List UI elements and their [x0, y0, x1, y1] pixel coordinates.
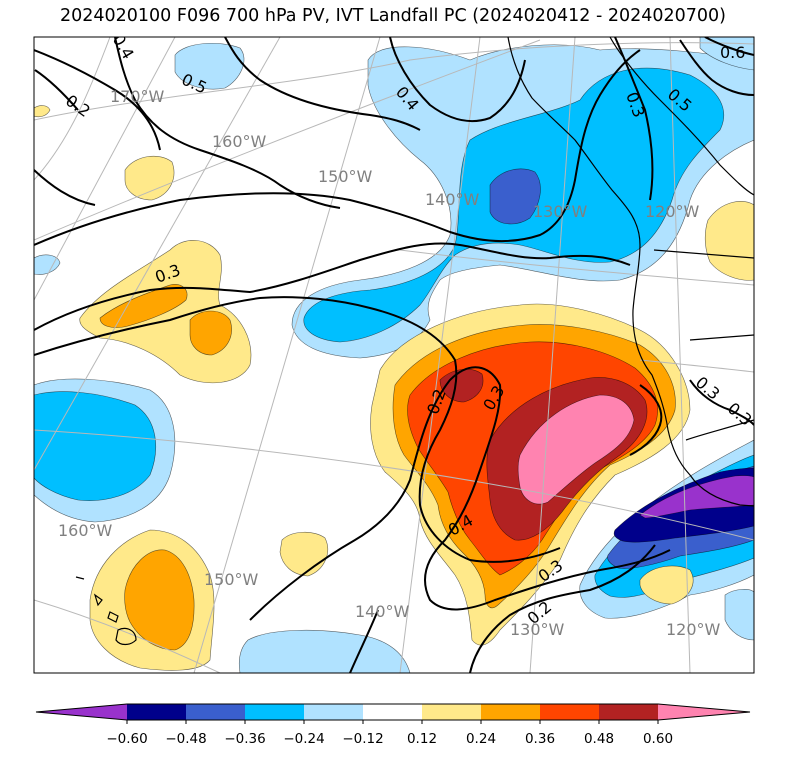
pc-negative-region-southeast-e	[639, 475, 754, 519]
graticule-label: 150°W	[204, 570, 259, 589]
pc-negative-region-north-inner	[489, 168, 541, 225]
pv-contour	[34, 169, 96, 206]
colorbar-tick-label: −0.48	[165, 731, 206, 747]
pc-negative-patch-top	[174, 43, 245, 90]
pc-positive-patch-northwest	[124, 155, 175, 201]
colorbar-tick-label: 0.60	[643, 731, 673, 747]
graticule-label: 120°W	[666, 620, 721, 639]
graticule	[34, 37, 754, 673]
graticule-label: 160°W	[58, 521, 113, 540]
pv-contour	[389, 37, 526, 123]
pv-contour	[679, 39, 754, 96]
colorbar-tick-label: 0.12	[407, 731, 437, 747]
colorbar-tick-label: −0.12	[342, 731, 383, 747]
pv-contour	[34, 69, 79, 111]
colorbar: −0.60 −0.48 −0.36 −0.24 −0.12 0.12 0.24 …	[35, 703, 751, 747]
pv-contour	[629, 384, 663, 456]
pv-contour	[114, 37, 341, 209]
pc-positive-region-main-e	[517, 394, 635, 505]
colorbar-segment	[245, 704, 304, 720]
colorbar-segment	[363, 704, 422, 720]
colorbar-extend-left	[36, 704, 127, 720]
colorbar-segment	[304, 704, 363, 720]
colorbar-tick-label: 0.36	[525, 731, 555, 747]
pc-positive-patch-canada	[704, 201, 754, 281]
pv-contour	[704, 37, 754, 56]
colorbar-segment	[422, 704, 481, 720]
pv-contour	[34, 49, 641, 246]
graticule-label: 160°W	[212, 132, 267, 151]
pv-contour	[689, 379, 754, 426]
pv-contour	[349, 609, 379, 673]
colorbar-tick-label: 0.48	[584, 731, 614, 747]
pv-contours	[34, 37, 754, 673]
figure-title: 2024020100 F096 700 hPa PV, IVT Landfall…	[59, 6, 727, 26]
pc-negative-patch-bottom	[238, 629, 411, 673]
colorbar-tick-label: −0.24	[283, 731, 324, 747]
colorbar-segment	[540, 704, 599, 720]
colorbar-tick-label: −0.60	[106, 731, 147, 747]
colorbar-ticks	[126, 720, 659, 724]
pv-contour	[469, 544, 656, 673]
pv-contour	[34, 242, 631, 331]
graticule-label: 120°W	[645, 202, 700, 221]
colorbar-tick-label: −0.36	[224, 731, 265, 747]
colorbar-tick-label: 0.24	[466, 731, 496, 747]
pv-contour	[614, 37, 654, 201]
pc-negative-patch-west-small	[34, 254, 61, 275]
graticule-label: 140°W	[425, 190, 480, 209]
pc-positive-region-west-c	[189, 310, 232, 356]
colorbar-extend-right	[658, 704, 750, 720]
graticule-label: 130°W	[533, 202, 588, 221]
pv-contour	[249, 366, 671, 621]
pv-contour	[224, 37, 421, 131]
pc-positive-patch-secondary	[439, 368, 484, 403]
pv-contour	[34, 49, 161, 151]
colorbar-segment	[127, 704, 186, 720]
graticule-label: 130°W	[510, 620, 565, 639]
graticule-label: 140°W	[355, 602, 410, 621]
pc-negative-patch-southeast-small	[724, 589, 754, 641]
graticule-label: 150°W	[318, 167, 373, 186]
colorbar-segment	[599, 704, 658, 720]
pc-negative-region-west-core	[34, 391, 156, 501]
pv-contour	[34, 296, 561, 563]
contour-label: 0.6	[720, 43, 745, 62]
map-frame	[33, 36, 755, 674]
pc-positive-patch-leftedge	[34, 105, 51, 118]
graticule-label: 170°W	[110, 87, 165, 106]
coastline	[75, 37, 754, 646]
pc-positive-region-west-b	[99, 284, 188, 328]
colorbar-segment	[481, 704, 540, 720]
map-content: 170°W 160°W 150°W 140°W 130°W 120°W 160°…	[34, 37, 754, 673]
pc-positive-patch-southeast	[639, 565, 694, 605]
pc-positive-region-southwest-b	[124, 549, 195, 651]
colorbar-segment	[186, 704, 245, 720]
